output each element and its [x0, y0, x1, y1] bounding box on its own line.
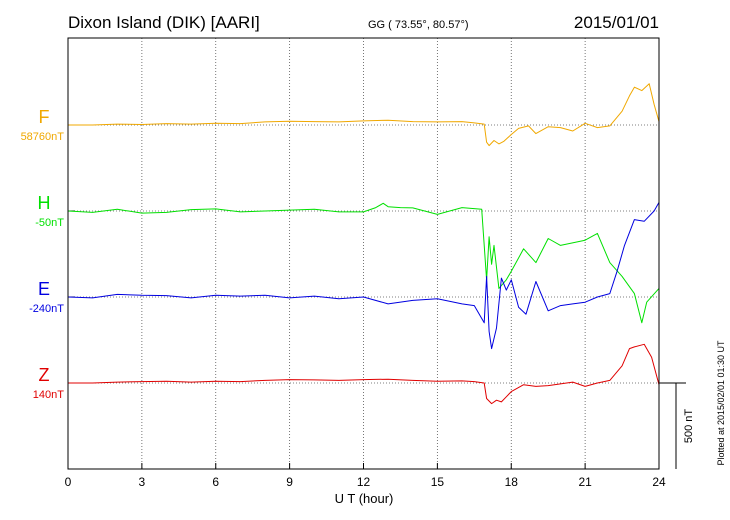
station-title: Dixon Island (DIK) [AARI] — [68, 13, 260, 32]
x-tick-label: 6 — [212, 475, 219, 489]
x-ticks: 0 3 6 9 12 15 18 21 24 — [65, 463, 666, 489]
x-tick-label: 3 — [139, 475, 146, 489]
x-axis-label: U T (hour) — [335, 491, 394, 506]
component-baseline-h: -50nT — [35, 217, 64, 229]
x-tick-label: 24 — [652, 475, 666, 489]
x-tick-label: 0 — [65, 475, 72, 489]
trace-f — [68, 83, 660, 147]
x-tick-label: 18 — [505, 475, 519, 489]
x-tick-label: 9 — [286, 475, 293, 489]
trace-z — [68, 343, 660, 405]
component-letter-h: H — [38, 193, 51, 213]
plot-frame — [67, 37, 660, 470]
station-coordinates: GG ( 73.55°, 80.57°) — [368, 19, 469, 31]
plotted-at-note: Plotted at 2015/02/01 01:30 UT — [716, 340, 726, 466]
traces — [67, 83, 660, 405]
grid-lines — [68, 38, 659, 469]
x-tick-label: 15 — [431, 475, 445, 489]
chart-date: 2015/01/01 — [574, 13, 659, 32]
component-baseline-z: 140nT — [33, 389, 64, 401]
x-tick-label: 12 — [357, 475, 371, 489]
scale-bar-label: 500 nT — [683, 409, 695, 444]
component-baseline-f: 58760nT — [21, 131, 65, 143]
x-tick-label: 21 — [578, 475, 592, 489]
component-letter-f: F — [39, 107, 50, 127]
component-letter-e: E — [38, 279, 50, 299]
scale-bar: 500 nT — [659, 382, 695, 469]
component-letter-z: Z — [39, 365, 50, 385]
trace-h — [67, 202, 660, 324]
component-labels: F 58760nT H -50nT E -240nT Z 140nT — [21, 107, 65, 401]
trace-e — [67, 202, 660, 350]
component-baseline-e: -240nT — [29, 303, 64, 315]
